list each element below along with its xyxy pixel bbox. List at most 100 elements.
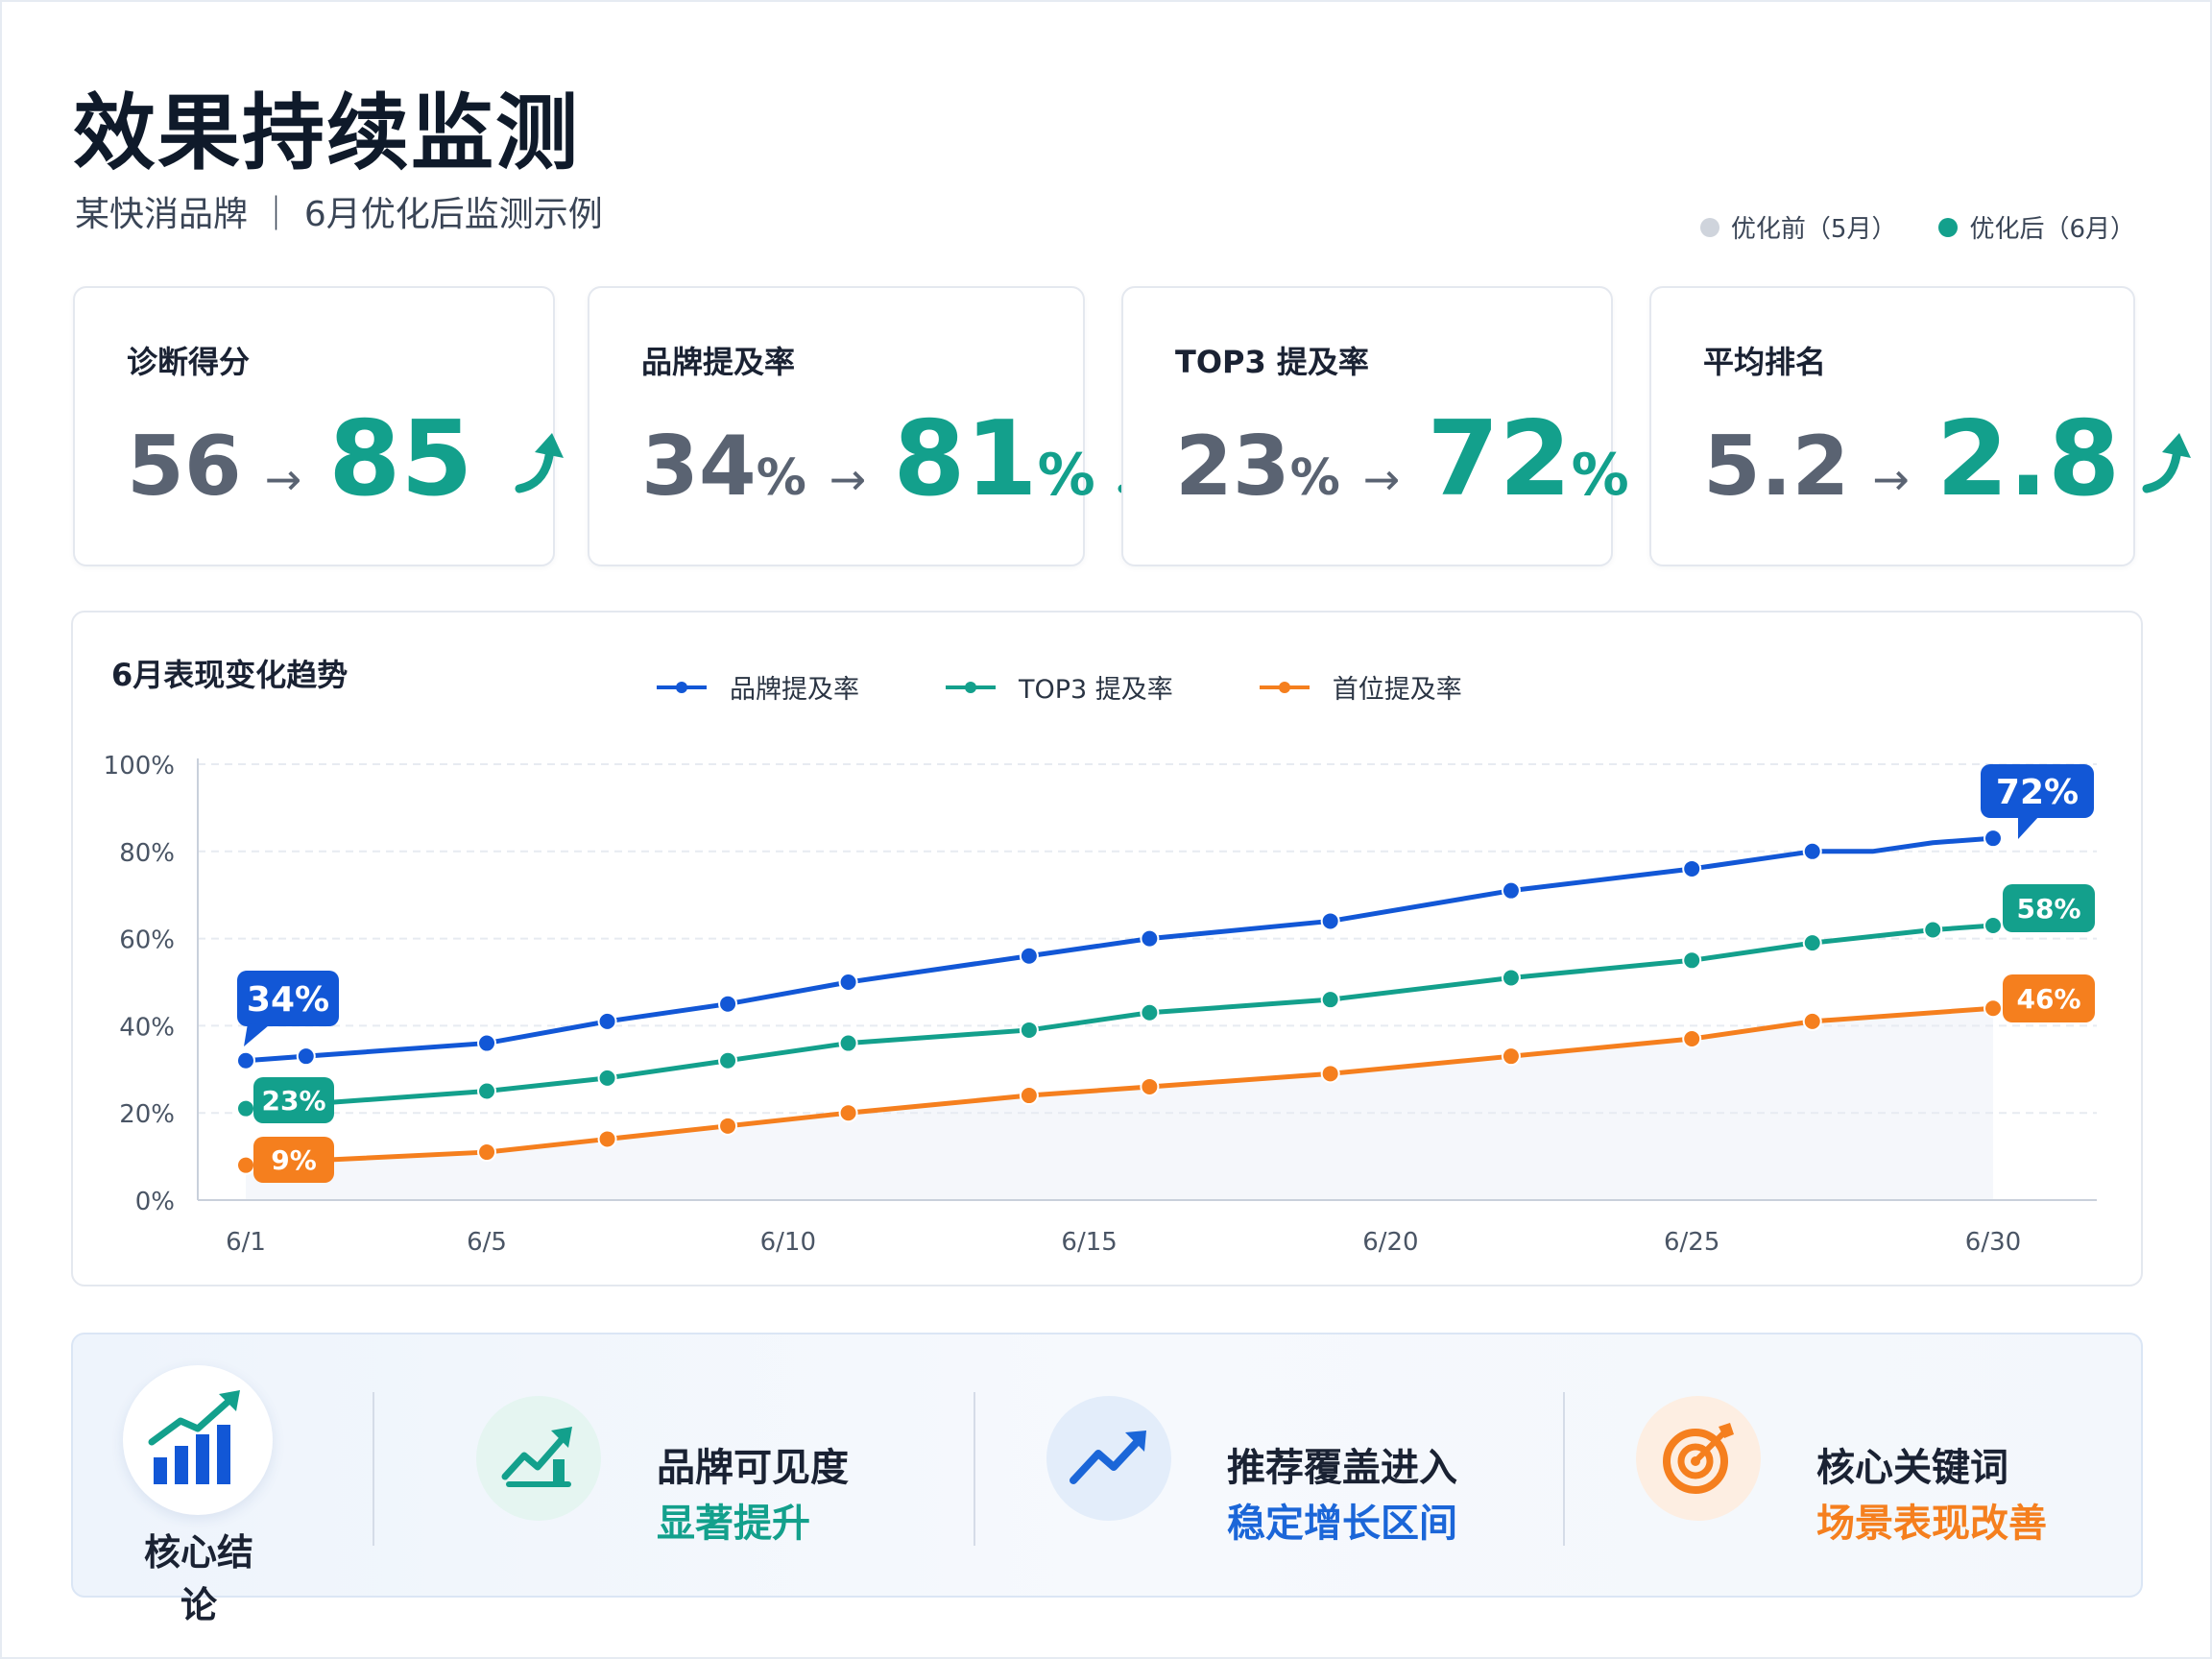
area-fill	[246, 1008, 1993, 1200]
data-point	[1501, 880, 1521, 901]
end-label-brand: 72%	[1981, 764, 2094, 839]
end-label-top3: 58%	[2003, 884, 2095, 932]
data-point	[718, 1116, 738, 1136]
kpi-after-unit: %	[1571, 442, 1629, 509]
data-point	[236, 1050, 255, 1070]
conclusion-item-title: 推荐覆盖进入	[1227, 1446, 1457, 1490]
data-point	[838, 1033, 858, 1053]
kpi-card-top3-mention: TOP3 提及率 23 % → 72 %	[1121, 286, 1700, 566]
data-point	[1802, 1011, 1822, 1031]
conclusion-icon-bg	[476, 1396, 601, 1521]
data-point	[236, 1155, 255, 1175]
conclusion-badge	[123, 1365, 273, 1515]
kpi-before-value: 34	[641, 419, 757, 515]
conclusion-item-result: 稳定增长区间	[1227, 1502, 1457, 1546]
start-label-top3: 23%	[253, 1077, 334, 1123]
kpi-before-unit: %	[756, 449, 806, 507]
legend-top3-mention: TOP3 提及率	[944, 668, 1173, 706]
label-box	[1981, 764, 2094, 818]
label-box	[253, 1077, 334, 1123]
kpi-after-value: 85	[328, 399, 473, 519]
conclusion-item-result: 显著提升	[657, 1502, 810, 1546]
data-point	[1802, 841, 1822, 861]
data-point	[1501, 968, 1521, 988]
legend-first-mention: 首位提及率	[1258, 668, 1462, 706]
data-point	[477, 1033, 497, 1053]
data-point	[1984, 915, 2003, 935]
conclusion-item-result: 场景表现改善	[1816, 1502, 2047, 1546]
divider	[373, 1392, 374, 1546]
label-box	[253, 1137, 334, 1183]
page-title: 效果持续监测	[73, 85, 580, 181]
legend-after-dot	[1938, 217, 1959, 237]
kpi-card-brand-mention: 品牌提及率 34 % → 81 %	[588, 286, 1166, 566]
y-tick-label: 80%	[119, 839, 175, 868]
end-label-first: 46%	[2003, 974, 2095, 1022]
trend-up-arrow-icon	[515, 433, 564, 493]
y-tick-label: 100%	[104, 752, 175, 781]
data-point	[718, 994, 738, 1014]
label-text: 72%	[1996, 773, 2079, 812]
x-tick-label: 6/20	[1362, 1228, 1418, 1257]
conclusion-item-keywords: 核心关键词 场景表现改善	[1636, 1361, 2097, 1573]
conclusion-item-title: 核心关键词	[1816, 1446, 2008, 1490]
conclusion-icon-bg	[1046, 1396, 1171, 1521]
kpi-label: TOP3 提及率	[1175, 344, 1369, 380]
kpi-before-value: 5.2	[1703, 419, 1850, 515]
kpi-after-value: 2.8	[1936, 399, 2121, 519]
data-point	[477, 1081, 497, 1101]
page-subtitle: 某快消品牌 ｜ 6月优化后监测示例	[75, 195, 603, 234]
series-line-1	[243, 835, 1996, 1064]
legend-label: 首位提及率	[1332, 675, 1462, 705]
y-tick-label: 40%	[119, 1013, 175, 1042]
data-point	[1019, 946, 1039, 966]
data-point	[838, 1103, 858, 1123]
data-point	[1320, 1064, 1340, 1084]
bar-chart-growth-icon	[148, 1390, 240, 1484]
conclusion-icon-bg	[1636, 1396, 1761, 1521]
x-tick-label: 6/10	[760, 1228, 816, 1257]
kpi-card-avg-rank: 平均排名 5.2 → 2.8	[1649, 286, 2192, 566]
kpi-before-value: 23	[1175, 419, 1290, 515]
data-point	[1140, 928, 1160, 949]
kpi-arrow: →	[1362, 453, 1401, 505]
data-point	[1682, 1029, 1702, 1049]
label-text: 46%	[2016, 983, 2080, 1015]
kpi-before-value: 56	[127, 419, 242, 515]
legend-line-marker	[946, 681, 996, 693]
kpi-label: 品牌提及率	[641, 344, 796, 380]
label-box	[237, 971, 339, 1026]
legend-label: TOP3 提及率	[1019, 675, 1173, 705]
data-point	[597, 1129, 617, 1149]
data-point	[1019, 1020, 1039, 1040]
legend-before-label: 优化前（5月）	[1730, 215, 1897, 244]
x-tick-label: 6/15	[1061, 1228, 1117, 1257]
data-point	[1140, 1002, 1160, 1022]
y-tick-label: 60%	[119, 926, 175, 955]
kpi-arrow: →	[264, 453, 302, 505]
legend-before: 优化前（5月）	[1699, 209, 1897, 245]
label-text: 58%	[2016, 893, 2080, 925]
kpi-card-diagnosis-score: 诊断得分 56 → 85	[73, 286, 564, 566]
data-point	[597, 1068, 617, 1088]
data-point	[236, 1098, 255, 1118]
data-point	[1019, 1086, 1039, 1106]
comparison-legend: 优化前（5月） 优化后（6月）	[1699, 209, 2135, 245]
series-line-2	[243, 923, 1996, 1112]
legend-after-label: 优化后（6月）	[1969, 215, 2135, 244]
legend-label: 品牌提及率	[730, 675, 859, 705]
chart-legend: 品牌提及率 TOP3 提及率 首位提及率	[655, 668, 1462, 706]
y-tick-label: 0%	[135, 1188, 175, 1216]
data-point	[597, 1011, 617, 1031]
kpi-before-unit: %	[1289, 449, 1340, 507]
growth-chart-icon	[501, 1427, 572, 1487]
x-tick-label: 6/1	[226, 1228, 266, 1257]
data-point	[1320, 911, 1340, 931]
conclusion-panel: 核心结论 品牌可见度 显著提升 推荐覆盖进入 稳定增长区间	[71, 1333, 2143, 1626]
conclusion-title: 核心结论	[143, 1531, 253, 1626]
data-point	[477, 1142, 497, 1163]
data-point	[1802, 933, 1822, 953]
legend-line-marker	[1259, 681, 1310, 693]
legend-line-marker	[657, 681, 707, 693]
